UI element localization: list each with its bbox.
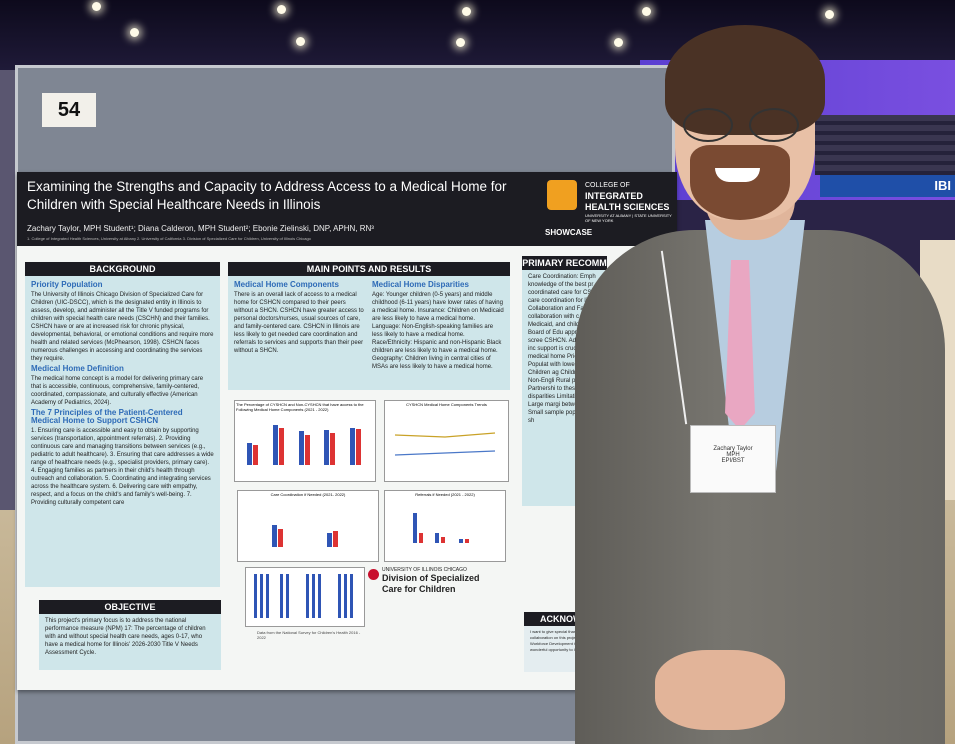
section-subheading: The 7 Principles of the Patient-Centered…: [31, 408, 183, 425]
section-header: MAIN POINTS AND RESULTS: [228, 262, 510, 276]
section-subheading: Medical Home Disparities: [372, 280, 469, 289]
chart-bar: [332, 531, 338, 547]
poster-header: Examining the Strengths and Capacity to …: [17, 172, 677, 246]
chart-bar: [247, 442, 253, 465]
chart-title: Referrals if Needed (2021 - 2022): [415, 492, 475, 497]
referral-bars: [413, 513, 469, 543]
section-header: OBJECTIVE: [39, 600, 221, 614]
badge-dept: EPI/BST: [721, 458, 745, 464]
smile: [715, 168, 760, 182]
uic-text: UNIVERSITY OF ILLINOIS CHICAGO: [382, 567, 467, 573]
uic-text: Division of Specialized: [382, 573, 480, 583]
board-number: 54: [42, 93, 96, 127]
section-text: Care Coordination: Emph knowledge of the…: [528, 274, 601, 424]
section-text: This project's primary focus is to addre…: [45, 618, 206, 656]
presenter: Zachary Taylor MPH EPI/BST: [575, 20, 955, 744]
background-column: BACKGROUND Priority Population The Unive…: [25, 262, 220, 587]
ceiling-light: [825, 10, 834, 19]
ceiling-light: [456, 38, 465, 47]
ceiling-light: [614, 38, 623, 47]
ceiling-light: [642, 7, 651, 16]
uic-logo-icon: [368, 569, 379, 580]
ceiling-light: [92, 2, 101, 11]
chart-title: Care Coordination if Needed (2021- 2022): [270, 492, 346, 497]
section-subheading: Medical Home Components: [234, 280, 339, 289]
section-text: 1. Ensuring care is accessible and easy …: [31, 428, 214, 506]
ceiling-light: [462, 7, 471, 16]
trend-lines: [394, 432, 496, 456]
ceiling-light: [277, 5, 286, 14]
poster-affiliations: 1. College of Integrated Health Sciences…: [27, 236, 311, 241]
chart-bar: [326, 533, 332, 547]
chart-bar: [349, 427, 355, 465]
section-text: The medical home concept is a model for …: [31, 376, 204, 406]
ceiling-light: [296, 37, 305, 46]
chart-bar: [279, 427, 284, 465]
showcase-text: SHOWCASE: [545, 228, 593, 237]
logo-text: COLLEGE OF: [585, 182, 630, 189]
uic-text: Care for Children: [382, 584, 456, 594]
section-header: BACKGROUND: [25, 262, 220, 276]
college-logo: COLLEGE OF INTEGRATED HEALTH SCIENCES UN…: [545, 178, 675, 242]
main-points-column: MAIN POINTS AND RESULTS Medical Home Com…: [228, 262, 510, 390]
logo-text: INTEGRATED: [585, 191, 643, 201]
pink-tie: [725, 260, 755, 430]
bleachers: [815, 115, 955, 175]
hands: [655, 650, 785, 730]
data-source-note: Data from the National Survey for Childr…: [257, 630, 361, 640]
chart-title: CYSHCN Medical Home Components Trends: [406, 402, 487, 407]
chart-trends: CYSHCN Medical Home Components Trends: [384, 400, 509, 482]
chart-bar: [298, 431, 304, 465]
section-text: Age: Younger children (0-5 years) and mi…: [372, 292, 504, 370]
chart-bar: [355, 429, 361, 465]
section-header: PRIMARY RECOMM: [522, 256, 607, 270]
chart-distribution: [245, 567, 365, 627]
section-subheading: Medical Home Definition: [31, 364, 124, 373]
poster-title: Examining the Strengths and Capacity to …: [27, 179, 507, 212]
chart-bar: [277, 529, 283, 547]
chart-bar: [304, 435, 310, 465]
logo-text: HEALTH SCIENCES: [585, 202, 670, 212]
chart-care-coordination: Care Coordination if Needed (2021- 2022): [237, 490, 379, 562]
logo-text: UNIVERSITY AT ALBANY | STATE UNIVERSITY …: [585, 213, 672, 223]
badge-name: Zachary Taylor: [713, 446, 753, 452]
ceiling-light: [130, 28, 139, 37]
research-poster: Examining the Strengths and Capacity to …: [17, 172, 677, 690]
glasses-icon: [683, 108, 803, 142]
chart-bar: [273, 425, 278, 465]
logo-mark-icon: [547, 180, 577, 210]
chart-referrals: Referrals if Needed (2021 - 2022): [384, 490, 506, 562]
chart-bar: [271, 525, 277, 547]
poster-authors: Zachary Taylor, MPH Student¹; Diana Cald…: [27, 224, 374, 233]
chart-bar: [253, 445, 259, 465]
chart-medical-home-components: The Percentage of CYSHCN and Non-CYSHCN …: [234, 400, 376, 482]
section-text: I want to give special thanks to Dia col…: [530, 629, 592, 652]
objective-column: OBJECTIVE This project's primary focus i…: [39, 600, 221, 670]
chart-title: The Percentage of CYSHCN and Non-CYSHCN …: [236, 402, 364, 412]
section-text: The University of Illinois Chicago Divis…: [31, 292, 214, 362]
chart-bar: [330, 432, 336, 465]
section-subheading: Priority Population: [31, 280, 103, 289]
badge-degree: MPH: [726, 452, 740, 458]
chart-bar: [324, 430, 330, 465]
section-text: There is an overall lack of access to a …: [234, 292, 364, 354]
beard: [690, 145, 790, 220]
distribution-bars: [254, 574, 353, 618]
venue-banner: IBI: [820, 175, 955, 197]
name-badge: Zachary Taylor MPH EPI/BST: [690, 425, 776, 493]
uic-dscc-logo: UNIVERSITY OF ILLINOIS CHICAGO Division …: [368, 567, 480, 595]
